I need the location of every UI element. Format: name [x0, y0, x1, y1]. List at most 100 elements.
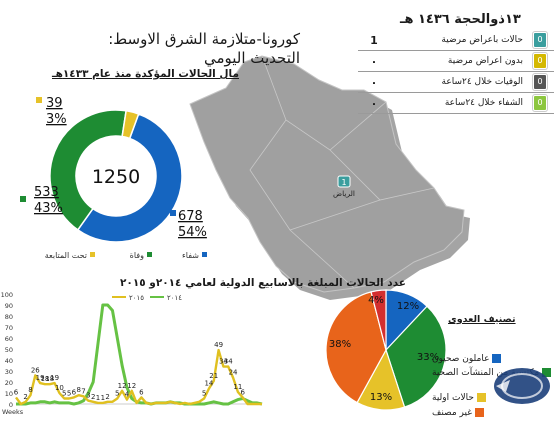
data-label: 5 [115, 390, 119, 398]
class-legend-health-workers: عاملون صحيون [432, 354, 502, 364]
stats-badge-cell: 0 [526, 71, 554, 93]
data-label: 49 [214, 341, 223, 349]
class-legend-label: حالات اولية [432, 393, 474, 403]
data-label: 6 [14, 388, 19, 396]
pie-slice-unclassified [325, 291, 387, 404]
pie-pct-label: 13% [370, 392, 392, 403]
pie-pct-label: 12% [397, 301, 419, 312]
data-label: 12 [118, 382, 127, 390]
classification-title: تصنيف العدوى [448, 314, 516, 325]
donut-slice-deaths [49, 109, 127, 231]
donut-slice-followup [121, 109, 140, 140]
data-label: 14 [204, 380, 213, 388]
map-region-lines [249, 55, 435, 289]
map-marker [337, 175, 351, 188]
stats-badge-icon: 0 [533, 74, 547, 90]
donut-marker [170, 210, 176, 216]
data-label: 1 [96, 394, 100, 402]
stats-value: 1 [358, 30, 390, 51]
map-marker-value: 1 [341, 178, 346, 187]
class-legend-swatch [476, 393, 486, 402]
class-legend-label: مكتسبة من المنشآت الصحية [432, 368, 540, 378]
donut-legend: شفاء وفاة تحت المتابعة [45, 251, 207, 260]
legend-label-recovered: شفاء [182, 251, 199, 260]
data-label: 26 [31, 366, 40, 374]
y-tick-label: 60 [5, 335, 13, 343]
class-legend-primary: حالات اولية [432, 393, 486, 403]
y-tick-label: 100 [1, 291, 13, 299]
page-title: كورونا-متلازمة الشرق الاوسط: التحديث الي… [90, 30, 300, 68]
y-tick-label: 90 [5, 302, 13, 310]
y-tick-label: 80 [5, 313, 13, 321]
y-tick-label: 30 [5, 368, 13, 376]
legend-swatch-followup [90, 252, 95, 257]
donut-marker [20, 196, 26, 202]
series-line-2014 [16, 303, 263, 406]
legend-swatch-recovered [202, 252, 207, 257]
class-legend-unclassified: غير مصنف [432, 408, 484, 418]
map-land [189, 55, 465, 293]
class-legend-label: غير مصنف [432, 408, 472, 418]
data-label: 11 [233, 383, 242, 391]
class-legend-label: عاملون صحيون [432, 354, 490, 364]
daily-stats-table: 1 حالات باعراض مرضية 0 ٠ بدون اعراض مرضية 0 ٠ ا… [358, 30, 554, 114]
data-label: 34 [219, 358, 228, 366]
pie-slice-facility [385, 305, 447, 408]
data-label: 5 [67, 390, 71, 398]
stats-badge-cell: 0 [526, 30, 554, 51]
data-label: 6 [72, 388, 77, 396]
stats-row: 1 حالات باعراض مرضية 0 [358, 30, 554, 51]
class-legend-swatch [542, 368, 552, 377]
data-label: 18 [45, 375, 54, 383]
pie-slice-other [370, 289, 387, 351]
stats-row: ٠ الوفيات خلال ٢٤ساعة 0 [358, 71, 554, 93]
donut-value-label: 533 [34, 185, 59, 200]
data-label: 19 [50, 374, 59, 382]
data-label: 2 [91, 393, 95, 401]
pie-pct-label: 4% [368, 295, 384, 306]
data-label: 10 [55, 384, 64, 392]
y-tick-label: 70 [5, 324, 13, 332]
data-label: 2 [23, 393, 27, 401]
y-tick-label: 40 [5, 357, 13, 365]
site-logo [494, 368, 550, 404]
donut-pct-label: 3% [46, 112, 67, 127]
donut-slice-recovered [76, 113, 183, 243]
weekly-chart-title: عدد الحالات المبلغة بالاسابيع الدولية لع… [120, 277, 406, 289]
stats-label: الشفاء خلال ٢٤ساعة [390, 92, 526, 114]
stats-badge-icon: 0 [533, 32, 547, 48]
data-label: 8 [28, 386, 32, 394]
classification-pie: 12% 33% 13% 38% 4% [325, 289, 447, 411]
class-legend-swatch [474, 408, 484, 417]
stats-value: ٠ [358, 71, 390, 93]
stats-badge-cell: 0 [526, 92, 554, 114]
stats-badge-cell: 0 [526, 50, 554, 72]
donut-chart-title: مال الحالات المؤكدة منذ عام ١٤٣٣هـ [52, 68, 239, 80]
data-label: 8 [76, 386, 80, 394]
map-marker-label: الرياض [333, 189, 355, 198]
donut-marker [36, 97, 42, 103]
data-label: 2 [105, 393, 109, 401]
title-line-2: التحديث اليومي [203, 49, 300, 67]
legend-label-followup: تحت المتابعة [45, 251, 87, 260]
donut-value-label: 39 [46, 96, 63, 111]
y-tick-label: 10 [5, 390, 13, 398]
stats-value: ٠ [358, 92, 390, 114]
donut-center-label: 1250 [92, 166, 140, 188]
series-line-2015 [15, 348, 262, 406]
donut-value-label: 678 [178, 209, 203, 224]
x-axis-label: Weeks [2, 408, 24, 416]
stats-label: الوفيات خلال ٢٤ساعة [390, 71, 526, 93]
weekly-line-chart: 0102030405060708090100Weeks6282619181819… [1, 291, 263, 416]
legend-label: ٢٠١٤ [167, 294, 182, 302]
stats-row: ٠ الشفاء خلال ٢٤ساعة 0 [358, 92, 554, 114]
y-tick-label: 20 [5, 379, 13, 387]
title-line-1: كورونا-متلازمة الشرق الاوسط: [108, 30, 300, 48]
y-tick-label: 0 [9, 401, 13, 409]
data-label: 3 [86, 392, 90, 400]
stats-value: ٠ [358, 50, 390, 72]
class-legend-swatch [492, 354, 502, 363]
stats-badge-icon: 0 [533, 53, 547, 69]
